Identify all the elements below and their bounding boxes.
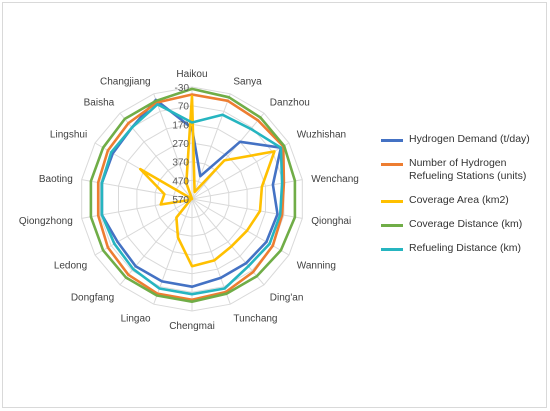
category-label: Danzhou — [270, 97, 310, 108]
legend-label: Number of Hydrogen Refueling Stations (u… — [409, 157, 527, 182]
legend-item: Coverage Area (km2) — [381, 194, 546, 207]
category-label: Ledong — [54, 261, 87, 272]
legend-item: Coverage Distance (km) — [381, 218, 546, 231]
legend-label: Refueling Distance (km) — [409, 242, 522, 254]
radar-labels: -30 70 170 270 370 470 570 Haikou Sanya Danzhou Wu… — [19, 69, 359, 332]
category-label: Ding'an — [270, 293, 304, 304]
category-label: Qionghai — [311, 216, 351, 227]
category-label: Lingshui — [50, 130, 87, 141]
spoke-line — [94, 198, 193, 256]
category-label: Wuzhishan — [297, 130, 346, 141]
category-label: Baisha — [84, 97, 115, 108]
legend-item: Number of Hydrogen Refueling Stations (u… — [381, 157, 546, 183]
category-label: Tunchang — [233, 314, 277, 325]
legend-label: Hydrogen Demand (t/day) — [409, 133, 530, 145]
radial-tick-label: 170 — [172, 120, 189, 131]
series-line-4 — [89, 87, 297, 304]
legend-swatch — [381, 139, 403, 142]
spoke-line — [81, 179, 193, 200]
legend-item: Refueling Distance (km) — [381, 242, 546, 255]
series-line-3 — [139, 95, 276, 268]
legend-swatch — [381, 224, 403, 227]
radial-tick-label: 70 — [178, 102, 190, 113]
spoke-line — [191, 198, 231, 305]
series-line-5 — [100, 103, 284, 296]
category-label: Lingao — [121, 314, 151, 325]
category-label: Wanning — [297, 261, 336, 272]
category-label: Baoting — [39, 174, 73, 185]
legend-swatch — [381, 200, 403, 203]
legend-label: Coverage Area (km2) — [409, 194, 509, 206]
category-label: Changjiang — [100, 76, 151, 87]
category-label: Wenchang — [311, 174, 359, 185]
category-label: Haikou — [176, 69, 207, 80]
spoke-line — [191, 198, 265, 286]
legend-label: Coverage Distance (km) — [409, 218, 523, 230]
legend-item: Hydrogen Demand (t/day) — [381, 133, 546, 146]
radial-tick-label: 570 — [172, 195, 189, 206]
category-label: Dongfang — [71, 293, 114, 304]
spoke-line — [153, 198, 193, 305]
radial-tick-label: 270 — [172, 139, 189, 150]
legend-swatch — [381, 163, 403, 166]
category-label: Sanya — [233, 76, 262, 87]
spoke-line — [191, 198, 303, 219]
chart-frame: -30 70 170 270 370 470 570 Haikou Sanya Danzhou Wu… — [2, 2, 547, 408]
radar-series — [89, 87, 297, 304]
category-label: Chengmai — [169, 321, 215, 332]
legend-swatch — [381, 248, 403, 251]
spoke-line — [191, 93, 231, 200]
legend: Hydrogen Demand (t/day) Number of Hydroge… — [381, 133, 546, 266]
radar-chart: -30 70 170 270 370 470 570 Haikou Sanya Danzhou Wu… — [19, 69, 359, 332]
radial-tick-label: 470 — [172, 176, 189, 187]
radial-tick-label: 370 — [172, 158, 189, 169]
spoke-line — [191, 112, 265, 200]
radial-tick-label: -30 — [175, 83, 190, 94]
category-label: Qiongzhong — [19, 216, 73, 227]
